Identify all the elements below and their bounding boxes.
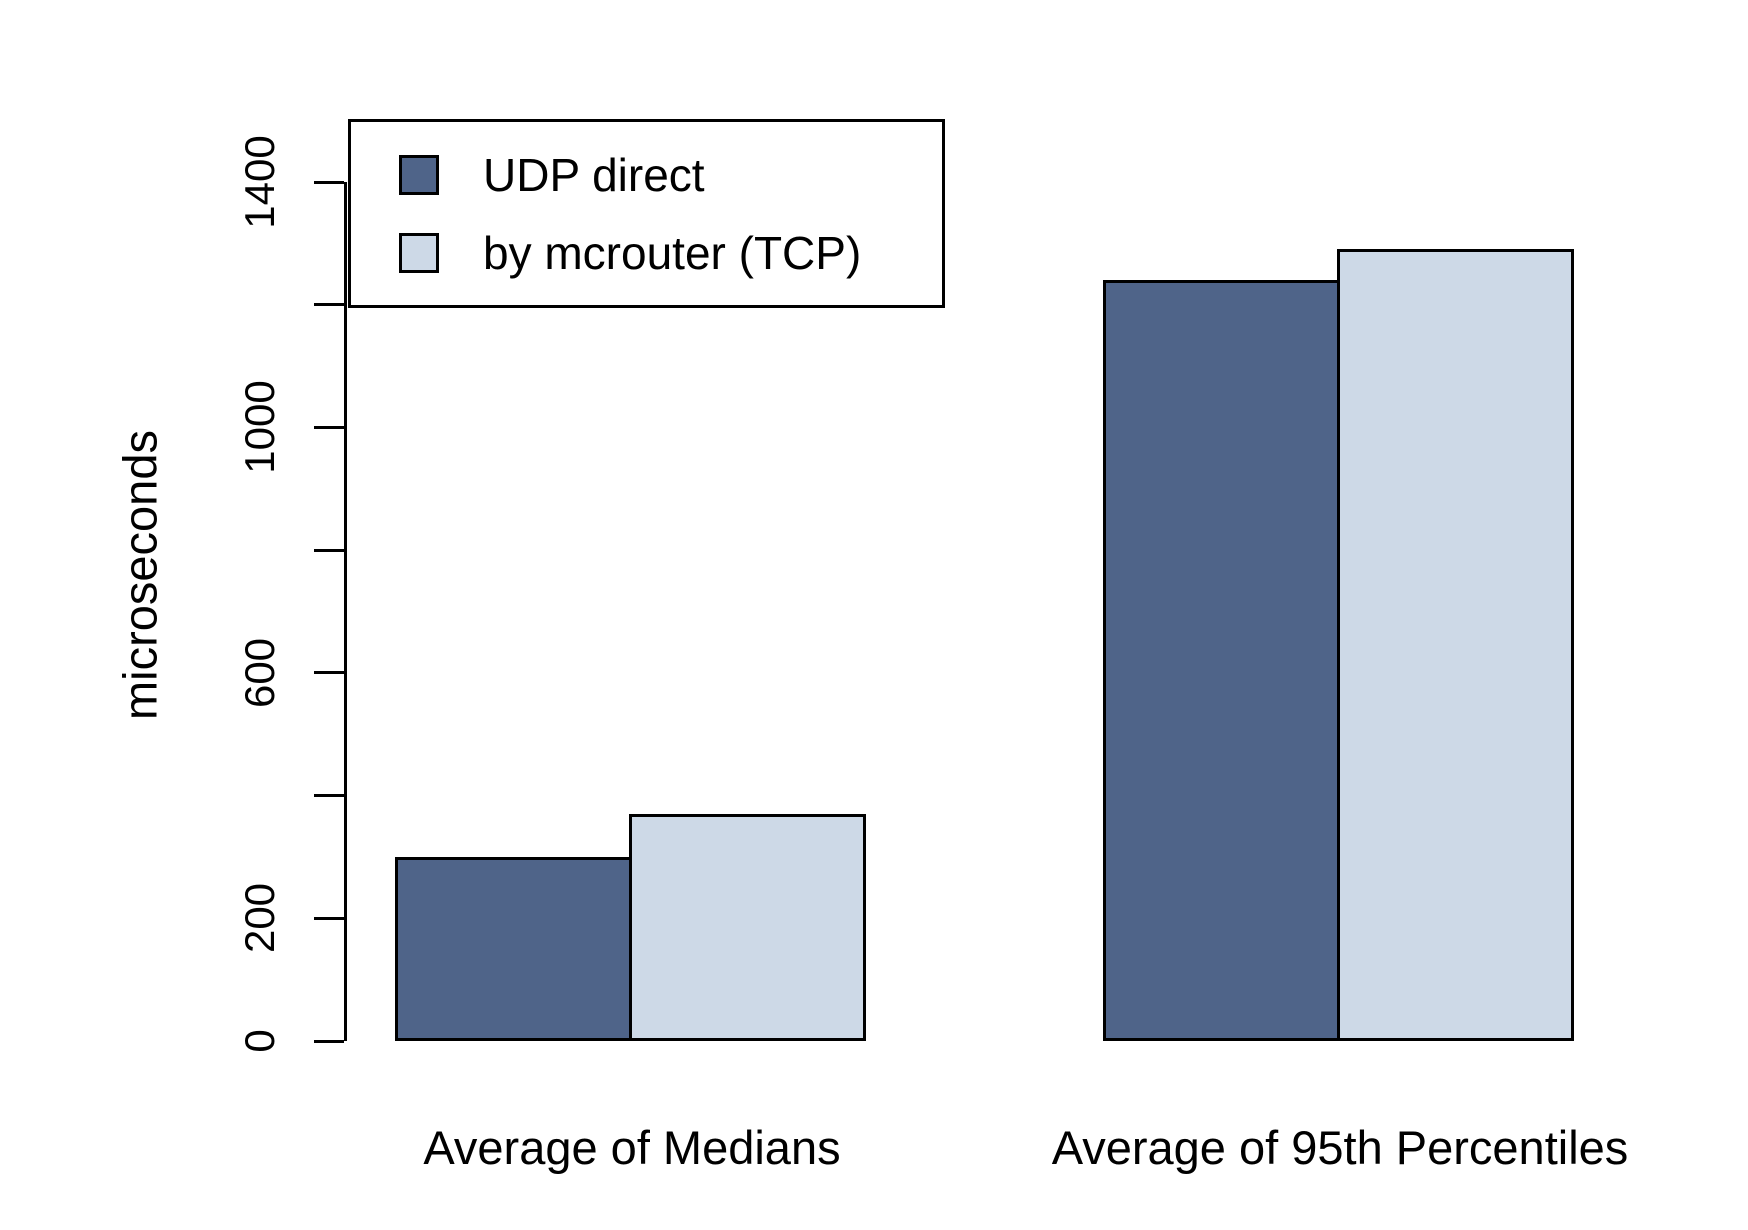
legend: UDP direct by mcrouter (TCP): [348, 119, 945, 308]
category-label-medians: Average of Medians: [423, 1121, 841, 1174]
y-tick-0: [314, 1039, 344, 1043]
y-tick-1200: [314, 303, 344, 307]
y-tick-600: [314, 671, 344, 675]
legend-swatch-mcrouter: [399, 232, 439, 273]
y-tick-200: [314, 916, 344, 920]
y-tick-label-1400: 1400: [236, 135, 283, 229]
y-axis-title: microseconds: [113, 430, 167, 720]
legend-label-udp-direct: UDP direct: [483, 148, 705, 201]
y-tick-400: [314, 794, 344, 798]
bar-udp-direct-group-1: [1103, 280, 1340, 1041]
bar-udp-direct-group-0: [395, 856, 632, 1041]
legend-label-mcrouter: by mcrouter (TCP): [483, 226, 862, 279]
y-tick-label-600: 600: [236, 637, 283, 708]
y-tick-1400: [314, 180, 344, 184]
legend-swatch-udp-direct: [399, 154, 439, 195]
y-tick-label-200: 200: [236, 883, 283, 954]
legend-item-udp-direct: UDP direct: [399, 148, 942, 202]
y-tick-800: [314, 548, 344, 552]
category-label-95th-percentiles: Average of 95th Percentiles: [1051, 1121, 1629, 1174]
y-tick-label-0: 0: [236, 1029, 283, 1053]
y-axis-line: [344, 182, 347, 1041]
bar-by-mcrouter-tcp-group-0: [629, 813, 866, 1041]
y-tick-label-1000: 1000: [236, 380, 283, 475]
bar-by-mcrouter-tcp-group-1: [1337, 249, 1574, 1041]
legend-item-mcrouter: by mcrouter (TCP): [399, 226, 942, 280]
y-tick-1000: [314, 425, 344, 429]
